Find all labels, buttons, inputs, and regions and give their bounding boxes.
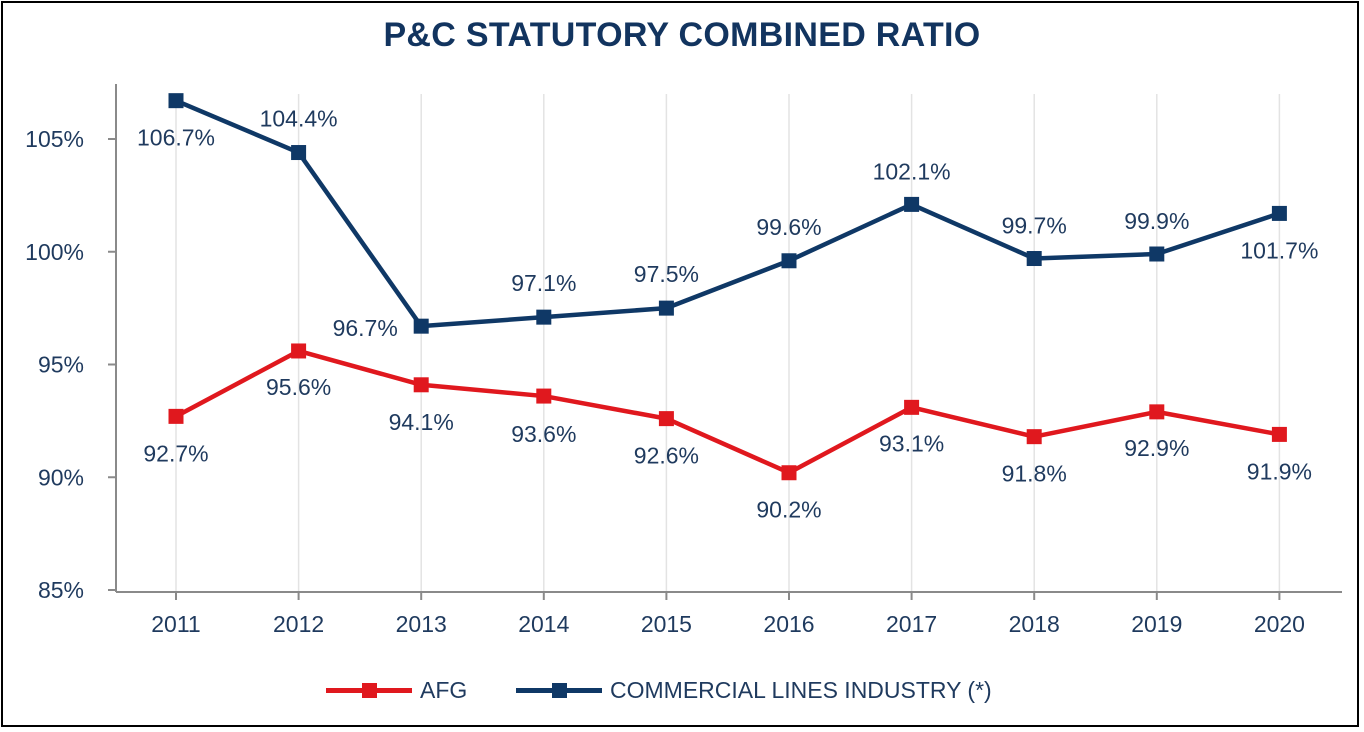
marker-afg-2016 xyxy=(781,465,797,481)
data-label-afg-2014: 93.6% xyxy=(511,421,576,447)
marker-afg-2015 xyxy=(658,411,674,427)
data-label-afg-2011: 92.7% xyxy=(143,440,208,466)
data-label-industry-2020: 101.7% xyxy=(1240,237,1318,263)
x-tick-label-2011: 2011 xyxy=(151,611,200,637)
marker-afg-2017 xyxy=(904,399,920,415)
data-label-industry-2012: 104.4% xyxy=(260,106,338,132)
data-label-afg-2018: 91.8% xyxy=(1002,461,1067,487)
data-label-afg-2016: 90.2% xyxy=(756,497,821,523)
data-label-industry-2019: 99.9% xyxy=(1124,208,1189,234)
legend-item-afg[interactable]: AFG xyxy=(326,672,467,708)
legend-marker-industry xyxy=(552,683,567,698)
x-tick-label-2016: 2016 xyxy=(763,611,814,637)
legend-swatch-industry xyxy=(516,672,602,708)
x-tick-label-2015: 2015 xyxy=(641,611,692,637)
legend-swatch-afg xyxy=(326,672,412,708)
marker-afg-2014 xyxy=(536,388,552,404)
x-tick-label-2018: 2018 xyxy=(1009,611,1060,637)
marker-industry-2018 xyxy=(1026,251,1042,267)
data-labels: 92.7% 95.6% 94.1% 93.6% 92.6% 90.2% 93.1% 91.8%… xyxy=(137,106,1318,523)
x-tick-label-2017: 2017 xyxy=(886,611,937,637)
data-label-industry-2011: 106.7% xyxy=(137,125,215,151)
gridlines xyxy=(175,94,1281,592)
marker-industry-2013 xyxy=(413,318,429,334)
legend: AFG COMMERCIAL LINES INDUSTRY (*) xyxy=(0,672,1364,708)
chart-title: P&C STATUTORY COMBINED RATIO xyxy=(383,16,981,54)
series-line-afg xyxy=(174,348,1280,475)
x-tick-label-2014: 2014 xyxy=(518,611,569,637)
marker-industry-2012 xyxy=(291,145,307,161)
marker-industry-2015 xyxy=(658,300,674,316)
data-label-industry-2015: 97.5% xyxy=(634,261,699,287)
x-tick-label-2020: 2020 xyxy=(1254,611,1305,637)
data-label-afg-2020: 91.9% xyxy=(1247,458,1312,484)
legend-marker-afg xyxy=(362,683,377,698)
data-label-afg-2013: 94.1% xyxy=(389,409,454,435)
data-label-industry-2013: 96.7% xyxy=(333,315,398,341)
x-tick-label-2019: 2019 xyxy=(1131,611,1182,637)
marker-afg-2018 xyxy=(1026,429,1042,445)
marker-afg-2020 xyxy=(1271,426,1287,442)
marker-afg-2012 xyxy=(291,343,307,359)
data-label-industry-2017: 102.1% xyxy=(873,158,951,184)
y-tick-label-85: 85% xyxy=(38,577,84,603)
marker-industry-2016 xyxy=(781,253,797,269)
marker-industry-2020 xyxy=(1271,205,1287,221)
x-tick-label-2012: 2012 xyxy=(273,611,324,637)
series-layer xyxy=(168,93,1287,481)
axes xyxy=(115,84,1342,593)
series-line-industry xyxy=(175,98,1281,329)
x-axis-ticks: 2011 2012 2013 2014 2015 2016 2017 2018 2019 2020 xyxy=(151,592,1305,637)
marker-afg-2019 xyxy=(1149,404,1165,420)
data-label-afg-2019: 92.9% xyxy=(1124,435,1189,461)
y-tick-label-90: 90% xyxy=(38,464,84,490)
y-tick-label-105: 105% xyxy=(25,126,84,152)
data-label-afg-2012: 95.6% xyxy=(266,374,331,400)
legend-label-industry: COMMERCIAL LINES INDUSTRY (*) xyxy=(610,676,992,703)
marker-afg-2013 xyxy=(413,377,429,393)
data-label-industry-2014: 97.1% xyxy=(511,270,576,296)
x-tick-label-2013: 2013 xyxy=(396,611,447,637)
data-label-afg-2015: 92.6% xyxy=(634,443,699,469)
marker-industry-2011 xyxy=(168,93,184,109)
marker-industry-2014 xyxy=(536,309,552,325)
y-axis-ticks: 85% 90% 95% 100% 105% xyxy=(25,126,116,603)
legend-label-afg: AFG xyxy=(420,676,468,703)
marker-afg-2011 xyxy=(168,408,184,424)
y-tick-label-95: 95% xyxy=(38,352,84,378)
y-tick-label-100: 100% xyxy=(25,239,84,265)
data-label-afg-2017: 93.1% xyxy=(879,430,944,456)
marker-industry-2017 xyxy=(904,196,920,212)
legend-item-industry[interactable]: COMMERCIAL LINES INDUSTRY (*) xyxy=(516,672,992,708)
data-label-industry-2018: 99.7% xyxy=(1002,213,1067,239)
marker-industry-2019 xyxy=(1149,246,1165,262)
data-label-industry-2016: 99.6% xyxy=(756,214,821,240)
